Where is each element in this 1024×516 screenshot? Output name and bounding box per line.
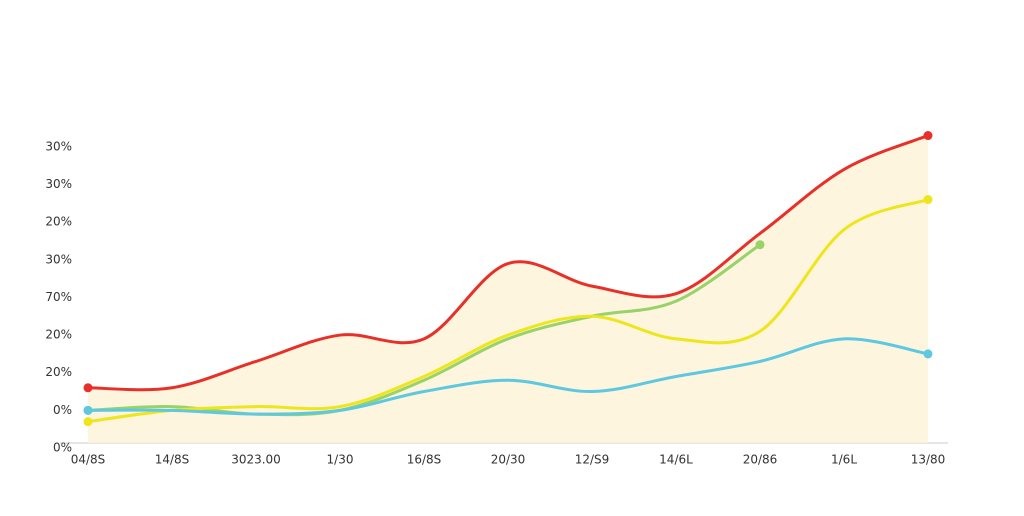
x-tick-label: 20/86 xyxy=(743,453,778,467)
y-tick-label: 30% xyxy=(45,252,72,266)
x-tick-label: 1/30 xyxy=(327,453,354,467)
y-tick-label: 20% xyxy=(45,215,72,229)
point xyxy=(83,383,93,393)
x-tick-label: 14/8S xyxy=(155,453,190,467)
y-tick-label: 30% xyxy=(45,139,72,153)
x-tick-label: 13/80 xyxy=(911,453,946,467)
x-tick-label: 1/6L xyxy=(831,453,857,467)
x-tick-label: 12/S9 xyxy=(575,453,610,467)
x-tick-label: 20/30 xyxy=(491,453,526,467)
x-tick-label: 16/8S xyxy=(407,453,442,467)
y-tick-label: 20% xyxy=(45,328,72,342)
line xyxy=(87,198,929,424)
y-tick-label: 0% xyxy=(53,403,72,417)
point xyxy=(755,240,765,250)
x-tick-label: 14/6L xyxy=(659,453,693,467)
point xyxy=(83,417,93,427)
y-tick-label: 0% xyxy=(53,441,72,455)
point xyxy=(923,349,933,359)
point xyxy=(83,405,93,415)
point xyxy=(923,195,933,205)
line xyxy=(87,337,929,416)
x-tick-label: 3023.00 xyxy=(231,453,281,467)
x-tick-label: 04/8S xyxy=(71,453,106,467)
y-tick-label: 30% xyxy=(45,177,72,191)
area xyxy=(88,135,928,443)
point xyxy=(923,131,933,141)
line xyxy=(87,134,929,392)
y-tick-label: 70% xyxy=(45,290,72,304)
y-tick-label: 20% xyxy=(45,365,72,379)
